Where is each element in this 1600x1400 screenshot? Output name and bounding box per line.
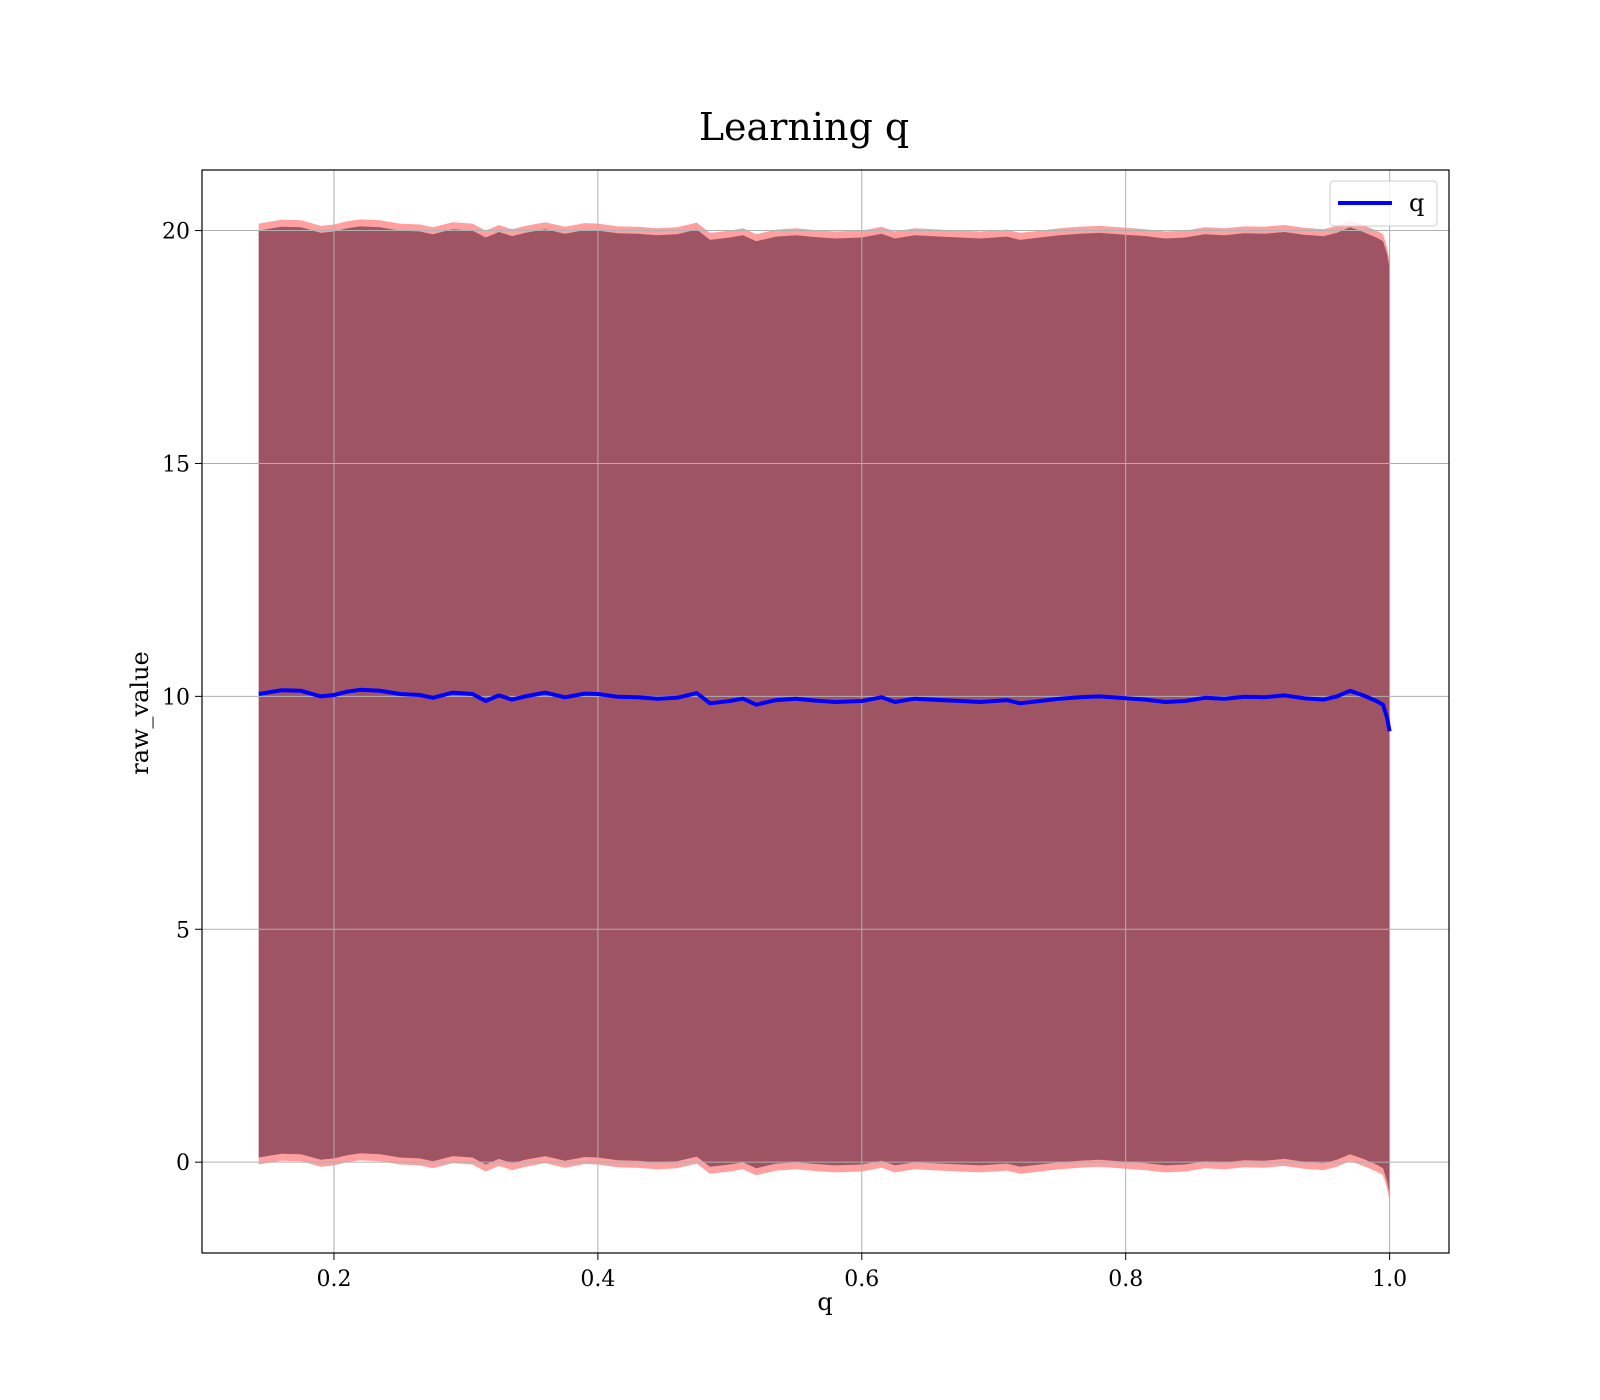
chart-title: Learning q [699,105,909,149]
confidence-bands [258,219,1390,1202]
plot-frame [201,169,1450,1254]
grid-lines [202,170,1449,1253]
x-axis-label: q [817,1288,832,1316]
y-tick-label: 0 [176,1151,190,1176]
x-tick-label: 0.8 [1108,1267,1143,1292]
y-axis-label: raw_value [126,651,154,775]
band-inner [258,226,1390,1195]
series-line-q [258,687,1392,732]
y-tick-label: 10 [162,685,190,710]
x-tick-label: 0.4 [580,1267,615,1292]
y-tick-label: 5 [176,918,190,943]
x-tick-label: 0.6 [844,1267,879,1292]
legend-label-q: q [1409,189,1424,217]
y-axis-ticks: 0 5 10 15 20 [162,220,202,1176]
y-tick-label: 15 [162,452,190,477]
x-tick-label: 1.0 [1372,1267,1407,1292]
legend: q [1329,180,1438,227]
series-lines [258,687,1392,732]
y-tick-label: 20 [162,220,190,245]
x-tick-label: 0.2 [316,1267,351,1292]
x-axis-ticks: 0.2 0.4 0.6 0.8 1.0 [316,1253,1407,1292]
